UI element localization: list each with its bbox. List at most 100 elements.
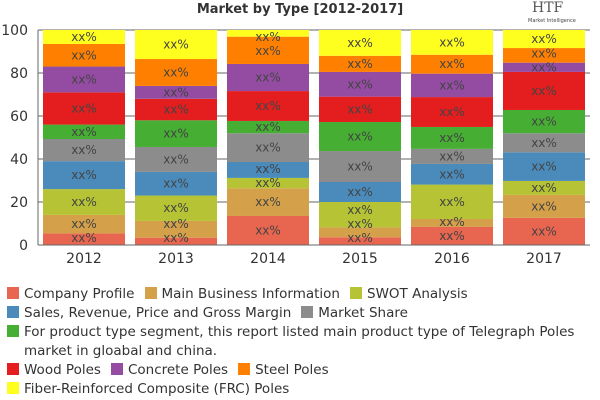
bar-segment (43, 233, 125, 245)
bar-segment (411, 126, 493, 149)
legend-item[interactable]: Fiber-Reinforced Composite (FRC) Poles (7, 380, 289, 399)
data-label: xx% (255, 71, 281, 85)
data-label: xx% (71, 101, 97, 115)
bar-segment (43, 139, 125, 162)
bar-segment (135, 30, 217, 60)
data-label: xx% (163, 38, 189, 52)
legend-item[interactable]: SWOT Analysis (350, 285, 468, 304)
bar-segment (135, 237, 217, 245)
bar-segment (319, 227, 401, 238)
bar-segment (227, 188, 309, 216)
data-label: xx% (255, 44, 281, 58)
data-label: xx% (439, 131, 465, 145)
legend-row: For product type segment, this report li… (7, 323, 597, 361)
data-label: xx% (439, 215, 465, 229)
legend-swatch (7, 382, 19, 394)
bar-segment (503, 71, 585, 110)
bar-segment (135, 120, 217, 147)
data-label: xx% (439, 35, 465, 49)
bar-segment (319, 71, 401, 97)
legend-label: Main Business Information (161, 286, 341, 302)
y-tick-label: 80 (10, 66, 28, 82)
data-label: xx% (531, 84, 557, 98)
legend-swatch (7, 306, 19, 318)
legend-row: Wood Poles Concrete Poles Steel Poles (7, 361, 597, 380)
y-tick-label: 0 (19, 238, 28, 254)
data-label: xx% (255, 176, 281, 190)
bar-segment (43, 189, 125, 215)
data-label: xx% (71, 30, 97, 44)
x-tick-label: 2015 (342, 251, 378, 267)
legend-label: Company Profile (24, 286, 135, 302)
data-label: xx% (531, 32, 557, 46)
data-label: xx% (163, 85, 189, 99)
y-tick-label: 60 (10, 109, 28, 125)
bar-segment (43, 124, 125, 140)
bar-segment (319, 55, 401, 72)
legend-label: Concrete Poles (127, 362, 229, 378)
legend-swatch (238, 363, 251, 375)
legend-row: Company Profile Main Business Information… (7, 285, 597, 304)
legend-label: SWOT Analysis (367, 286, 468, 302)
legend-item[interactable]: For product type segment, this report li… (7, 323, 587, 361)
legend-item[interactable]: Market Share (301, 304, 408, 323)
data-label: xx% (71, 217, 97, 231)
legend: Company Profile Main Business Information… (7, 285, 597, 399)
data-label: xx% (255, 120, 281, 134)
data-label: xx% (531, 224, 557, 238)
bar-segment (319, 151, 401, 183)
x-tick-label: 2013 (158, 251, 194, 267)
data-label: xx% (439, 229, 465, 243)
legend-item[interactable]: Wood Poles (7, 361, 101, 380)
legend-swatch (110, 363, 123, 375)
data-label: xx% (255, 99, 281, 113)
bar-segment (411, 148, 493, 164)
legend-item[interactable]: Company Profile (7, 285, 135, 304)
bar-segment (503, 48, 585, 63)
data-label: xx% (347, 130, 373, 144)
data-label: xx% (347, 77, 373, 91)
data-label: xx% (439, 167, 465, 181)
legend-item[interactable]: Main Business Information (144, 285, 341, 304)
data-label: xx% (255, 141, 281, 155)
data-label: xx% (531, 136, 557, 150)
bar-segment (319, 30, 401, 56)
legend-item[interactable]: Sales, Revenue, Price and Gross Margin (7, 304, 291, 323)
legend-label: Sales, Revenue, Price and Gross Margin (24, 305, 292, 321)
data-label: xx% (531, 181, 557, 195)
legend-item[interactable]: Concrete Poles (110, 361, 229, 380)
bar-segment (503, 30, 585, 49)
data-label: xx% (163, 127, 189, 141)
data-label: xx% (255, 195, 281, 209)
legend-swatch (301, 306, 314, 318)
legend-label: For product type segment, this report li… (24, 324, 575, 359)
htf-logo: HTF Market Intelligence (528, 0, 588, 26)
data-label: xx% (71, 125, 97, 139)
bar-segment (319, 96, 401, 123)
bar-segment (43, 30, 125, 44)
bar-segment (43, 161, 125, 190)
bar-segment (227, 120, 309, 134)
bar-segment (503, 109, 585, 134)
bar-segment (43, 214, 125, 234)
x-tick-label: 2017 (526, 251, 562, 267)
bar-segment (227, 63, 309, 92)
bar-segment (227, 177, 309, 189)
data-label: xx% (347, 217, 373, 231)
bar-segment (411, 73, 493, 98)
bar-segment (411, 218, 493, 227)
data-label: xx% (71, 72, 97, 86)
legend-swatch (7, 363, 19, 375)
data-label: xx% (71, 231, 97, 245)
data-label: xx% (71, 143, 97, 157)
bar-segment (43, 43, 125, 67)
data-label: xx% (347, 231, 373, 245)
legend-swatch (7, 287, 19, 299)
y-tick-label: 100 (1, 23, 28, 39)
legend-item[interactable]: Steel Poles (238, 361, 329, 380)
x-tick-label: 2014 (250, 251, 286, 267)
stacked-bar-chart: 020406080100xx%xx%xx%xx%xx%xx%xx%xx%xx%x… (1, 23, 590, 267)
bar-segment (411, 54, 493, 74)
legend-swatch (350, 287, 362, 299)
